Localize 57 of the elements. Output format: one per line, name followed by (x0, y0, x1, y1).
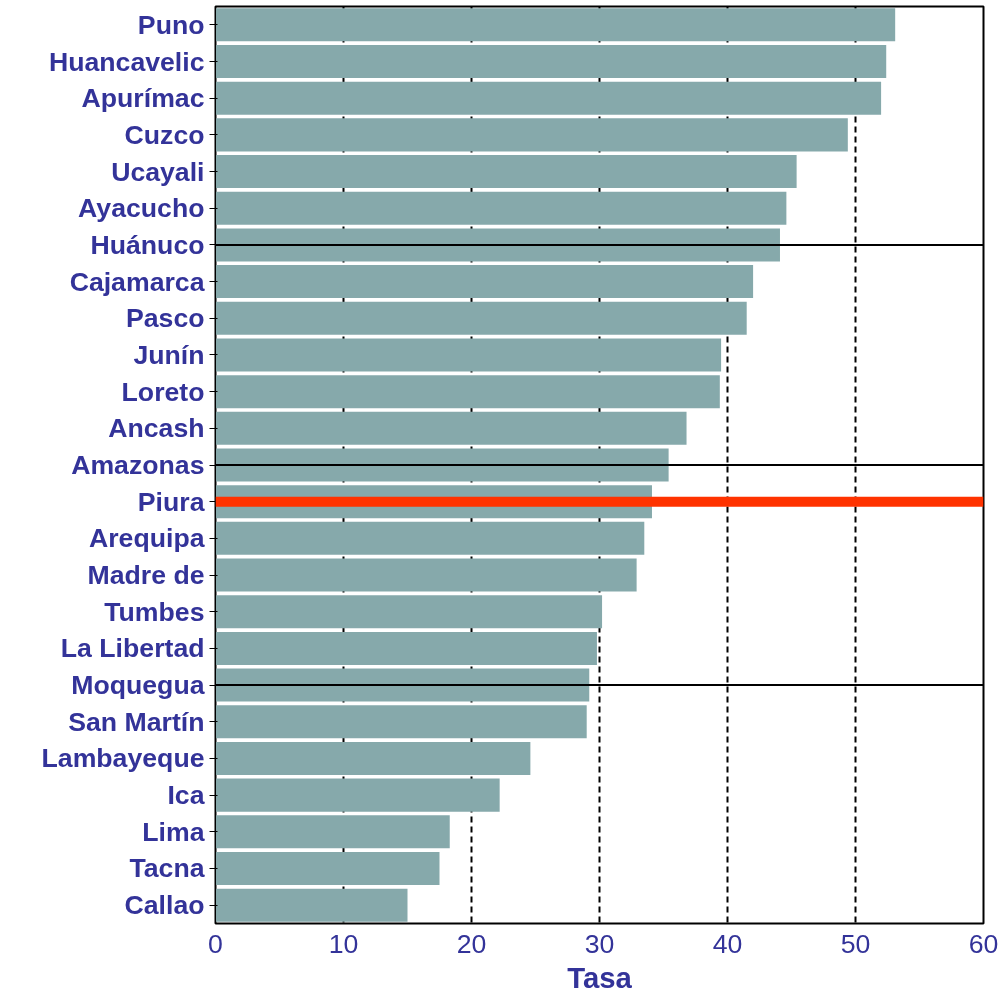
y-tick-label: Tacna (129, 853, 205, 884)
y-tick-label: Ica (167, 780, 205, 811)
y-tick-label: Lambayeque (41, 743, 205, 774)
x-tick-label: 60 (968, 928, 999, 959)
y-tick-label: Ucayali (111, 156, 205, 187)
y-tick-label: Tumbes (104, 596, 205, 627)
bar (215, 338, 722, 372)
bar (215, 228, 780, 262)
y-tick-label: Cuzco (124, 119, 205, 150)
x-tick-label: 20 (456, 928, 487, 959)
bar (215, 741, 531, 775)
bar (215, 521, 645, 555)
bar (215, 375, 720, 409)
y-tick-label: Moquegua (71, 670, 205, 701)
bar (215, 191, 787, 225)
y-tick-label: La Libertad (60, 633, 205, 664)
x-axis-title: Tasa (567, 960, 633, 994)
x-tick-label: 10 (328, 928, 359, 959)
x-tick-label: 50 (840, 928, 871, 959)
y-tick-label: Arequipa (88, 523, 205, 554)
bar (215, 815, 450, 849)
bar (215, 265, 754, 299)
y-tick-label: Puno (137, 9, 205, 40)
bar (215, 778, 500, 812)
bar (215, 155, 797, 189)
y-tick-label: Ancash (108, 413, 205, 444)
bar (215, 411, 687, 445)
y-tick-label: Madre de (87, 560, 205, 591)
y-tick-label: Ayacucho (78, 193, 205, 224)
y-tick-label: Loreto (121, 376, 205, 407)
x-tick-label: 40 (712, 928, 743, 959)
bar (215, 301, 747, 335)
bar (215, 45, 887, 79)
bar (215, 595, 603, 629)
bar (215, 888, 408, 922)
x-tick-label: 30 (584, 928, 615, 959)
bar (215, 8, 896, 42)
y-tick-label: Huánuco (90, 229, 205, 260)
y-tick-label: Piura (137, 486, 205, 517)
bar (215, 81, 882, 115)
y-tick-label: Huancavelic (48, 46, 205, 77)
y-tick-label: Pasco (125, 303, 205, 334)
bar (215, 558, 637, 592)
bar (215, 851, 440, 885)
y-tick-label: Cajamarca (69, 266, 205, 297)
y-tick-label: Callao (124, 890, 205, 921)
bar (215, 668, 590, 702)
bar (215, 118, 848, 152)
y-tick-label: Lima (142, 816, 205, 847)
bar (215, 631, 597, 665)
y-tick-label: Amazonas (71, 450, 205, 480)
x-tick-label: 0 (208, 928, 223, 959)
y-tick-label: San Martín (68, 706, 205, 737)
bar (215, 705, 587, 739)
bar (215, 448, 669, 482)
y-tick-label: Junín (133, 339, 205, 370)
y-tick-label: Apurímac (81, 83, 205, 114)
